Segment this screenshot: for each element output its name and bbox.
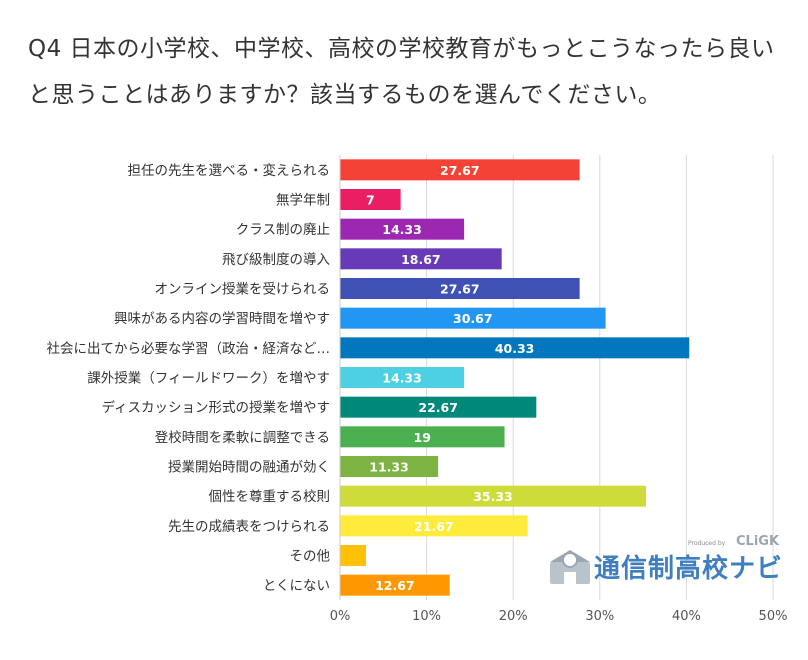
bar-value-label: 30.67 bbox=[453, 311, 493, 326]
category-label: 飛び級制度の導入 bbox=[222, 252, 330, 268]
bar bbox=[340, 337, 690, 359]
category-label: とくにない bbox=[263, 578, 330, 594]
category-label: オンライン授業を受けられる bbox=[155, 282, 331, 298]
bar-value-label: 27.67 bbox=[440, 282, 480, 297]
category-label: クラス制の廃止 bbox=[236, 221, 330, 238]
bar bbox=[340, 159, 580, 181]
bar-value-label: 21.67 bbox=[414, 519, 454, 534]
category-label: 個性を尊重する校則 bbox=[209, 488, 331, 505]
logo-text: 通信制高校ナビ bbox=[594, 554, 784, 584]
bar bbox=[340, 189, 401, 210]
bar bbox=[340, 218, 465, 240]
category-label: 課外授業（フィールドワーク）を増やす bbox=[87, 371, 330, 387]
site-logo: Produced by CLiGK 通信制高校ナビ bbox=[548, 534, 782, 590]
category-label: 授業開始時間の融通が効く bbox=[168, 460, 330, 476]
bar bbox=[340, 515, 528, 537]
bar-value-label: 27.67 bbox=[440, 163, 480, 178]
chart-title: Q4 日本の小学校、中学校、高校の学校教育がもっとこうなったら良いと思うことはあ… bbox=[28, 36, 775, 108]
bar-value-label: 18.67 bbox=[401, 252, 441, 267]
category-label: 興味がある内容の学習時間を増やす bbox=[114, 310, 330, 327]
bar bbox=[340, 456, 439, 477]
bar-value-label: 40.33 bbox=[495, 341, 535, 356]
x-tick-label: 10% bbox=[412, 609, 441, 624]
bar-value-label: 14.33 bbox=[382, 222, 422, 237]
category-label: 先生の成績表をつけられる bbox=[168, 519, 330, 535]
x-tick-label: 0% bbox=[330, 609, 351, 624]
bar-value-label: 35.33 bbox=[473, 489, 513, 504]
logo-produced-by: Produced by bbox=[688, 540, 726, 547]
x-tick-label: 20% bbox=[499, 609, 528, 624]
bar bbox=[340, 307, 606, 329]
category-label: 登校時間を柔軟に調整できる bbox=[155, 429, 330, 446]
x-tick-label: 50% bbox=[759, 609, 788, 624]
bar bbox=[340, 545, 366, 566]
bar-value-label: 11.33 bbox=[369, 460, 409, 475]
category-label: その他 bbox=[290, 549, 331, 565]
x-tick-label: 40% bbox=[672, 609, 701, 624]
category-label: 社会に出てから必要な学習（政治・経済など… bbox=[47, 341, 331, 357]
logo-brand: CLiGK bbox=[736, 534, 780, 549]
bar bbox=[340, 248, 502, 270]
bar-value-label: 7 bbox=[366, 193, 375, 208]
bar bbox=[340, 396, 537, 418]
bar bbox=[340, 278, 580, 299]
category-label: 無学年制 bbox=[276, 193, 330, 209]
bar-value-label: 14.33 bbox=[382, 371, 422, 386]
bar bbox=[340, 574, 450, 596]
category-label: 担任の先生を選べる・変えられる bbox=[128, 162, 331, 179]
bar bbox=[340, 367, 465, 388]
category-label: ディスカッション形式の授業を増やす bbox=[101, 399, 330, 416]
logo-icon bbox=[550, 550, 590, 584]
bar-value-label: 12.67 bbox=[375, 578, 415, 593]
bar bbox=[340, 426, 505, 448]
bar-value-label: 19 bbox=[414, 430, 431, 445]
bar bbox=[340, 485, 646, 507]
x-tick-label: 30% bbox=[585, 609, 614, 624]
bar-value-label: 22.67 bbox=[418, 400, 458, 415]
